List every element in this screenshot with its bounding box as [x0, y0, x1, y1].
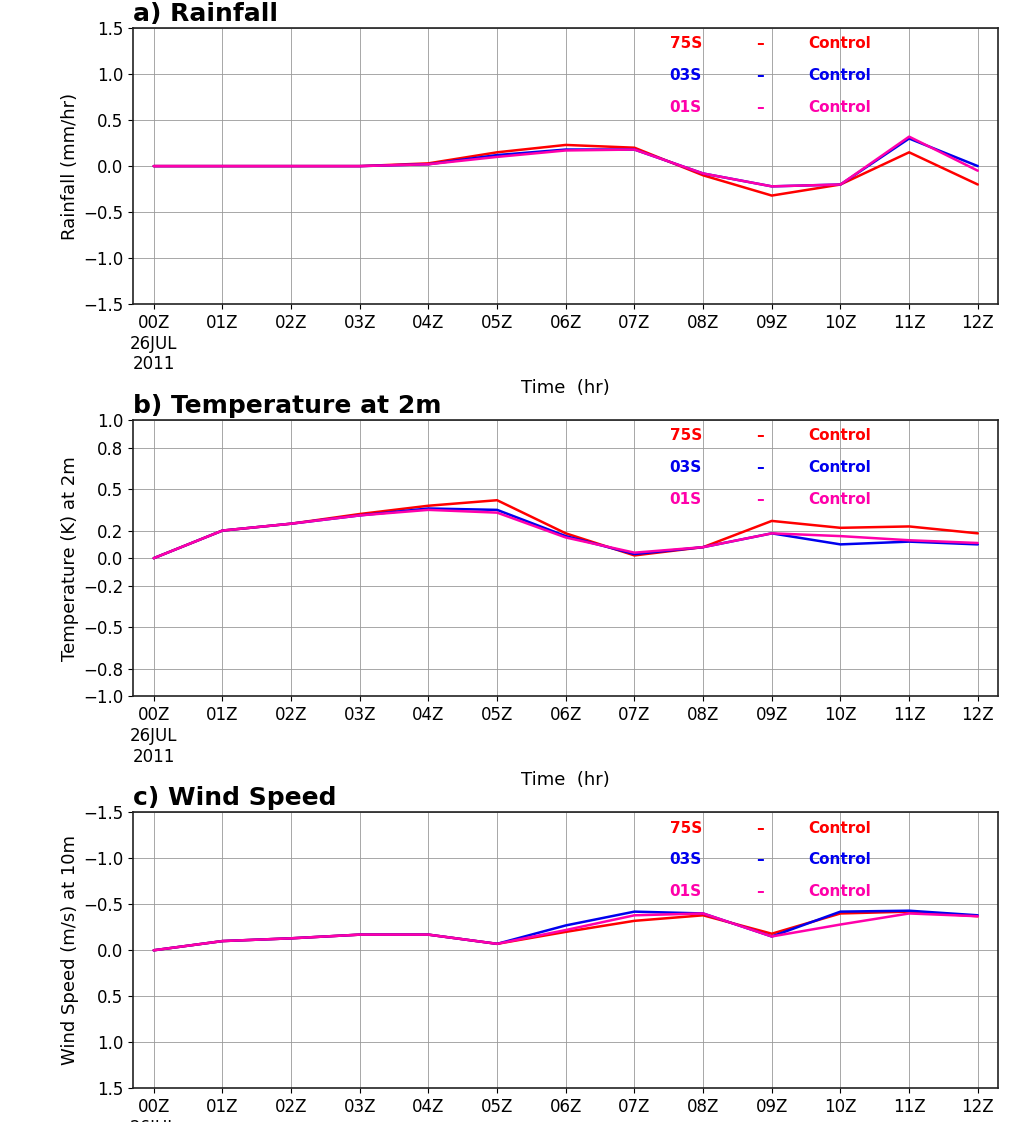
- Text: Control: Control: [808, 100, 870, 114]
- Text: Control: Control: [808, 820, 870, 836]
- Text: 01S: 01S: [670, 884, 701, 899]
- Text: 75S: 75S: [670, 429, 701, 443]
- Text: Control: Control: [808, 429, 870, 443]
- Text: –: –: [756, 820, 764, 836]
- Text: 03S: 03S: [670, 68, 701, 83]
- Text: –: –: [756, 884, 764, 899]
- Text: –: –: [756, 853, 764, 867]
- Text: Control: Control: [808, 68, 870, 83]
- Text: –: –: [756, 100, 764, 114]
- Y-axis label: Temperature (K) at 2m: Temperature (K) at 2m: [61, 456, 79, 661]
- Text: 75S: 75S: [670, 36, 701, 52]
- Text: 01S: 01S: [670, 100, 701, 114]
- X-axis label: Time  (hr): Time (hr): [521, 771, 610, 789]
- Y-axis label: Wind Speed (m/s) at 10m: Wind Speed (m/s) at 10m: [61, 835, 79, 1065]
- Text: b) Temperature at 2m: b) Temperature at 2m: [133, 394, 441, 419]
- Text: Control: Control: [808, 460, 870, 476]
- Text: 01S: 01S: [670, 491, 701, 507]
- Text: Control: Control: [808, 853, 870, 867]
- Text: –: –: [756, 491, 764, 507]
- Text: a) Rainfall: a) Rainfall: [133, 2, 279, 26]
- Text: Control: Control: [808, 491, 870, 507]
- Text: Control: Control: [808, 884, 870, 899]
- Text: 03S: 03S: [670, 460, 701, 476]
- X-axis label: Time  (hr): Time (hr): [521, 379, 610, 397]
- Text: c) Wind Speed: c) Wind Speed: [133, 787, 337, 810]
- Y-axis label: Rainfall (mm/hr): Rainfall (mm/hr): [61, 92, 79, 240]
- Text: –: –: [756, 460, 764, 476]
- Text: 75S: 75S: [670, 820, 701, 836]
- Text: –: –: [756, 36, 764, 52]
- Text: –: –: [756, 429, 764, 443]
- Text: –: –: [756, 68, 764, 83]
- Text: 03S: 03S: [670, 853, 701, 867]
- Text: Control: Control: [808, 36, 870, 52]
